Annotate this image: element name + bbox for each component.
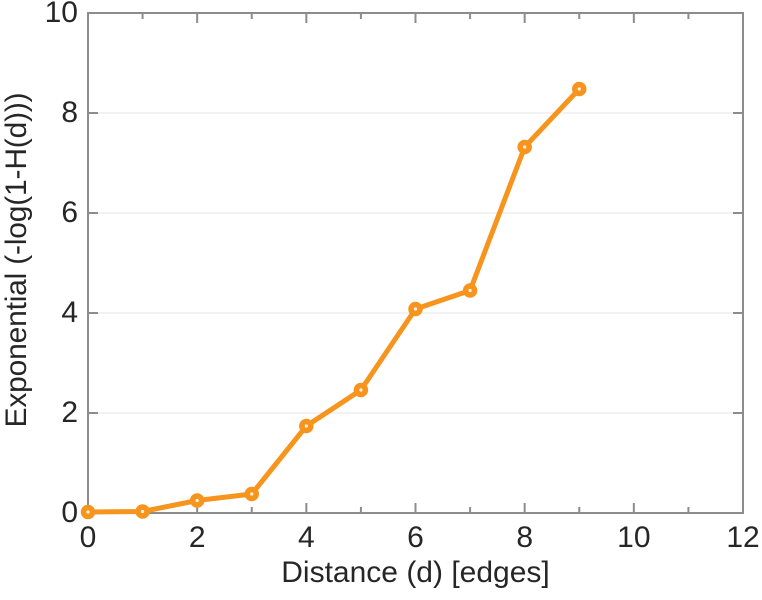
data-point-marker-center (359, 388, 363, 392)
x-axis-ticks (87, 13, 744, 513)
data-point-marker-center (86, 510, 90, 514)
gridlines (88, 112, 743, 414)
data-point-marker-center (304, 424, 308, 428)
y-tick-label: 4 (61, 296, 78, 329)
y-axis-ticks (88, 12, 743, 514)
axis-box (87, 12, 744, 514)
x-axis-title: Distance (d) [edges] (281, 556, 550, 589)
x-tick-label: 0 (79, 521, 97, 554)
x-tick-label: 2 (188, 521, 206, 554)
series-line (85, 86, 582, 515)
data-point-marker-center (413, 307, 418, 311)
x-tick-label: 12 (726, 521, 760, 554)
data-point-marker-center (195, 498, 199, 503)
data-point-marker-center (577, 87, 581, 91)
x-tick-label: 6 (407, 521, 424, 554)
y-axis-tick-labels: 0 2 4 6 8 10 (10, 0, 78, 600)
y-tick-label: 0 (61, 496, 78, 529)
x-tick-label: 8 (516, 521, 533, 554)
x-tick-label: 10 (617, 521, 651, 554)
data-point-marker-center (523, 145, 527, 149)
x-tick-label: 4 (297, 521, 315, 554)
y-tick-label: 8 (61, 96, 78, 129)
series-markers (80, 81, 587, 520)
axis-box-rect (87, 12, 744, 514)
data-point-marker-center (468, 288, 472, 293)
data-point-marker-center (140, 509, 145, 514)
y-tick-label: 10 (44, 0, 78, 29)
y-tick-label: 6 (61, 196, 78, 229)
y-tick-label: 2 (61, 396, 78, 429)
data-point-marker-center (250, 492, 254, 496)
series-polyline-0 (85, 86, 582, 515)
